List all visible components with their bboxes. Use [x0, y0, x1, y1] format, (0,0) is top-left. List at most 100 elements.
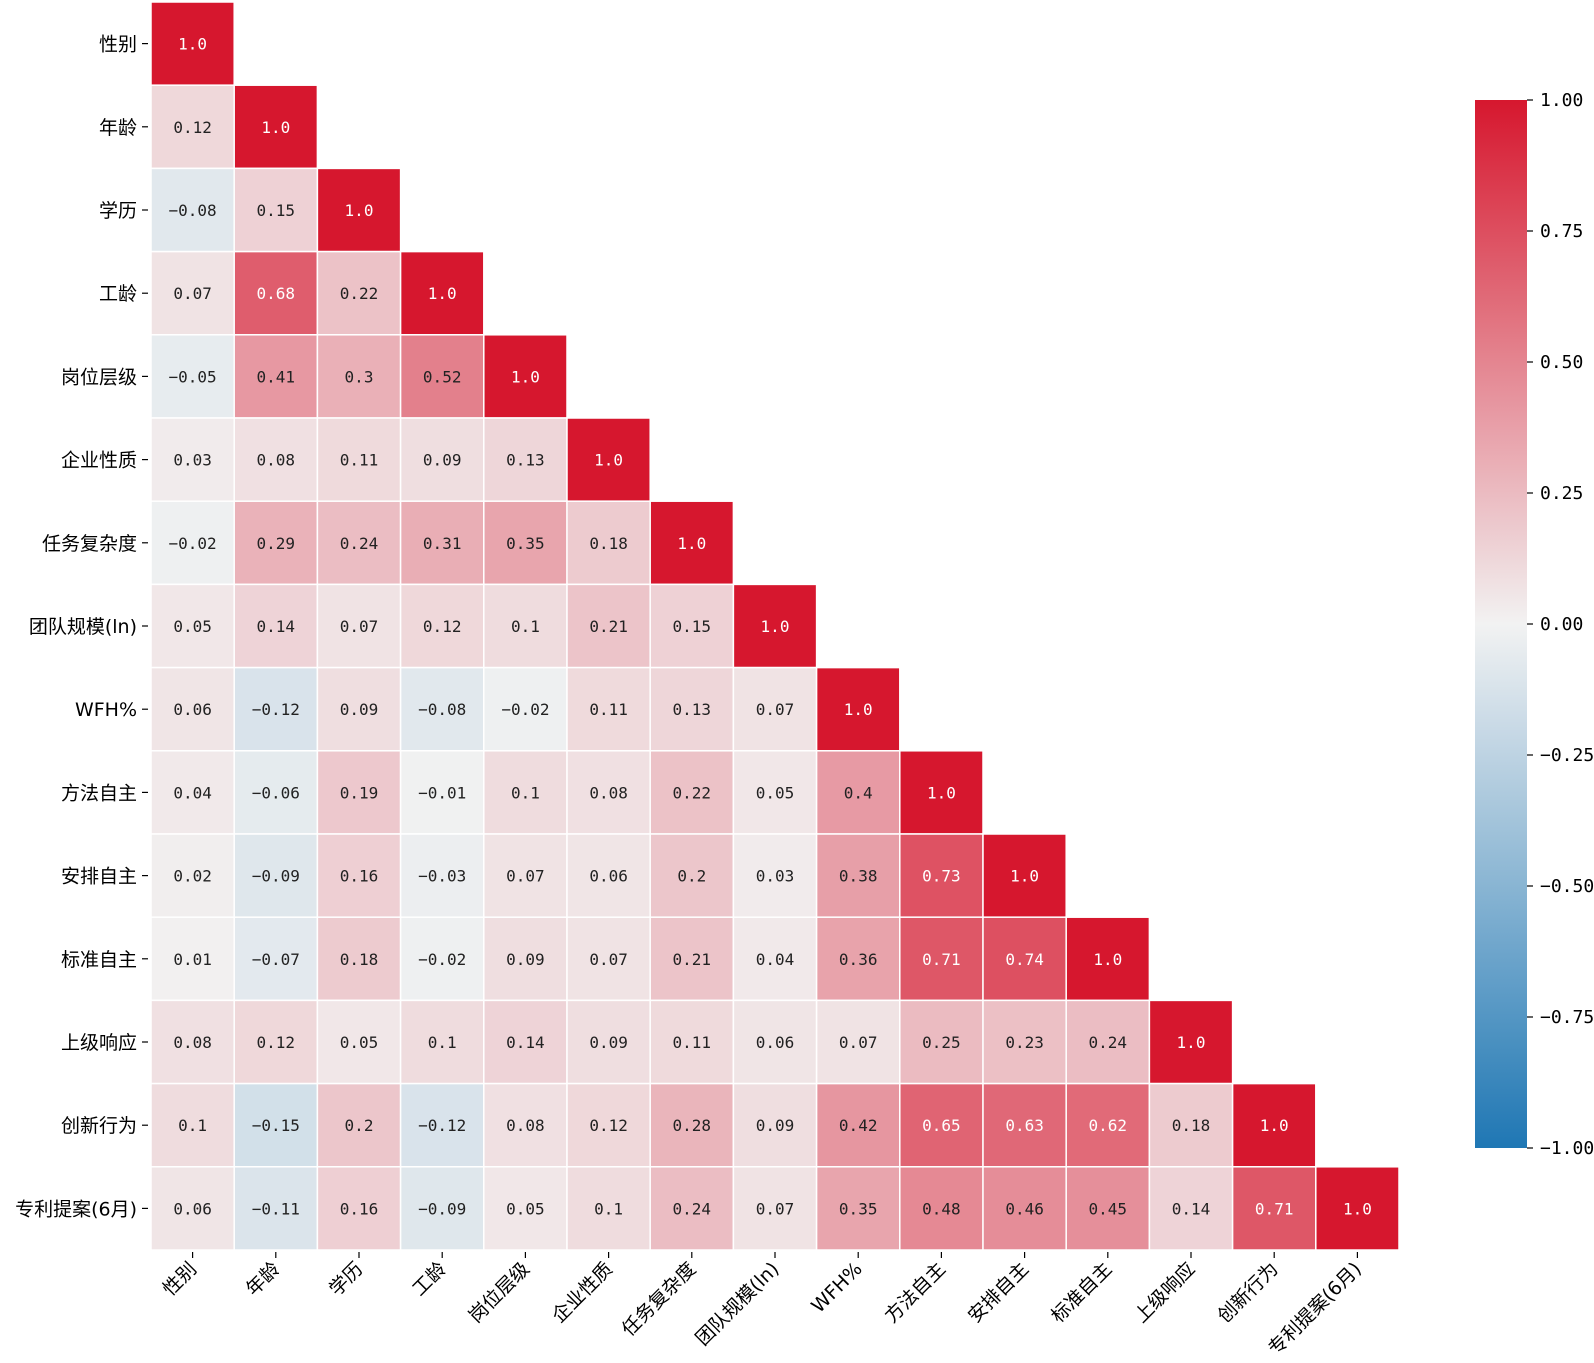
heatmap-cell — [150, 916, 235, 1002]
cell-value-label: 0.19 — [340, 783, 379, 802]
cell-value-label: 0.12 — [257, 1033, 296, 1052]
heatmap-cell — [1065, 916, 1151, 1002]
heatmap-cell — [1065, 1082, 1151, 1168]
heatmap-cell — [732, 583, 818, 669]
cell-value-label: 0.22 — [673, 783, 712, 802]
cell-value-label: 1.0 — [345, 201, 374, 220]
heatmap-cell — [815, 1082, 901, 1168]
heatmap-cell — [566, 417, 651, 502]
cell-value-label: 0.2 — [345, 1116, 374, 1135]
cell-value-label: 1.0 — [1343, 1199, 1372, 1218]
cell-value-label: 0.65 — [922, 1116, 961, 1135]
x-axis-label: 工龄 — [408, 1258, 450, 1300]
colorbar-tick-label: −1.00 — [1540, 1138, 1594, 1159]
heatmap-cell — [732, 916, 818, 1002]
cell-value-label: 0.05 — [506, 1199, 545, 1218]
heatmap-cell — [899, 916, 984, 1002]
cell-value-label: 0.73 — [922, 867, 961, 886]
cell-value-label: 0.03 — [756, 867, 795, 886]
heatmap-cell — [566, 1082, 651, 1168]
y-axis-label: 创新行为 — [61, 1115, 137, 1137]
cell-value-label: 0.1 — [511, 783, 540, 802]
heatmap-cell — [1315, 1166, 1400, 1251]
cell-value-label: 0.52 — [423, 367, 462, 386]
colorbar-tick-label: 1.00 — [1540, 90, 1583, 111]
heatmap-cell — [399, 1166, 485, 1251]
cell-value-label: 1.0 — [761, 617, 790, 636]
cell-value-label: 0.09 — [756, 1116, 795, 1135]
cell-value-label: 0.06 — [173, 1199, 212, 1218]
cell-value-label: 0.05 — [340, 1033, 379, 1052]
colorbar-tick-label: −0.50 — [1540, 876, 1594, 897]
cell-value-label: 0.1 — [594, 1199, 623, 1218]
heatmap-cell — [233, 250, 319, 336]
heatmap-cell — [150, 1, 235, 86]
cell-value-label: 0.4 — [844, 783, 873, 802]
y-axis-label: 工龄 — [99, 283, 137, 305]
cell-value-label: −0.05 — [169, 367, 217, 386]
cell-value-label: 0.07 — [506, 867, 545, 886]
cell-value-label: 0.14 — [1172, 1199, 1211, 1218]
x-axis-label: 创新行为 — [1213, 1258, 1282, 1327]
cell-value-label: −0.09 — [418, 1199, 466, 1218]
cell-value-label: −0.07 — [252, 950, 300, 969]
y-axis-label: 学历 — [99, 200, 137, 222]
heatmap-cell — [566, 1166, 651, 1251]
x-axis-label: 上级响应 — [1130, 1258, 1199, 1327]
cell-value-label: −0.09 — [252, 867, 300, 886]
cell-value-label: 0.07 — [589, 950, 628, 969]
heatmap-cell — [233, 1166, 319, 1251]
x-axis-label: 岗位层级 — [465, 1258, 534, 1327]
heatmap-cell — [399, 916, 485, 1002]
heatmap-cell — [399, 417, 485, 502]
heatmap-cell — [982, 916, 1067, 1002]
cell-value-label: 0.07 — [756, 1199, 795, 1218]
cell-value-label: −0.08 — [418, 700, 466, 719]
colorbar-tick-label: 0.75 — [1540, 221, 1583, 242]
colorbar: 1.00 0.75 0.50 0.25 0.00 −0.25 −0.50 −0.75 −1.00 — [1475, 90, 1594, 1159]
heatmap-cell — [399, 334, 485, 419]
heatmap-cell — [566, 833, 651, 918]
heatmap-cell — [649, 1082, 735, 1168]
cell-value-label: 0.13 — [673, 700, 712, 719]
heatmap-cell — [233, 500, 319, 586]
y-axis-label: 年龄 — [99, 117, 137, 139]
y-axis-label: 任务复杂度 — [42, 533, 137, 555]
cell-value-label: −0.02 — [418, 950, 466, 969]
heatmap-cell — [1231, 1082, 1317, 1168]
cell-value-label: 1.0 — [178, 35, 207, 54]
cell-value-label: 0.08 — [589, 783, 628, 802]
cell-value-label: 0.74 — [1005, 950, 1044, 969]
heatmap-cell — [150, 999, 235, 1085]
heatmap-cell — [982, 833, 1067, 918]
y-axis-label: 岗位层级 — [61, 366, 137, 388]
cell-value-label: 0.08 — [173, 1033, 212, 1052]
cell-value-label: −0.06 — [252, 783, 300, 802]
x-axis-label: 标准自主 — [1047, 1258, 1116, 1327]
cell-value-label: 0.22 — [340, 284, 379, 303]
heatmap-cell — [399, 666, 485, 752]
x-axis-label: 团队规模(ln) — [692, 1258, 784, 1350]
cell-value-label: 0.05 — [173, 617, 212, 636]
heatmap-cell — [1148, 999, 1234, 1085]
heatmap-cell — [649, 999, 735, 1085]
y-axis-label: 方法自主 — [61, 782, 137, 804]
heatmap-cell — [483, 1082, 568, 1168]
cell-value-label: 0.11 — [589, 700, 628, 719]
cell-value-label: 0.07 — [173, 284, 212, 303]
x-axis-label: 方法自主 — [881, 1258, 950, 1327]
cell-value-label: 0.68 — [257, 284, 296, 303]
cell-value-label: 0.31 — [423, 534, 462, 553]
heatmap-cell — [316, 1082, 402, 1168]
cell-value-label: 0.06 — [756, 1033, 795, 1052]
cell-value-label: 0.07 — [340, 617, 379, 636]
heatmap-cell — [483, 1166, 568, 1251]
cell-value-label: 0.07 — [756, 700, 795, 719]
heatmap-cell — [982, 999, 1067, 1085]
heatmap-cell — [1148, 1082, 1234, 1168]
heatmap-cell — [150, 84, 235, 170]
cell-value-label: 0.18 — [589, 534, 628, 553]
heatmap-cell — [316, 750, 402, 835]
heatmap-cell — [1148, 1166, 1234, 1251]
